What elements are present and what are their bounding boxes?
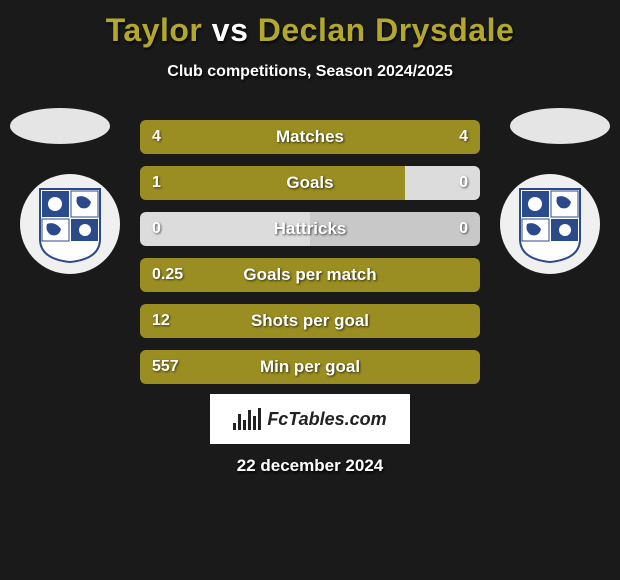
bar-row-min-per-goal: 557 Min per goal bbox=[140, 350, 480, 384]
bar-value-right: 0 bbox=[459, 174, 468, 192]
title-player-left: Taylor bbox=[106, 12, 203, 48]
bar-value-right: 4 bbox=[459, 128, 468, 146]
subtitle: Club competitions, Season 2024/2025 bbox=[0, 63, 620, 81]
logo-bars-icon bbox=[233, 408, 261, 430]
bar-row-hattricks: 0 Hattricks 0 bbox=[140, 212, 480, 246]
player-avatar-right bbox=[510, 108, 610, 144]
title-vs: vs bbox=[202, 12, 257, 48]
page-title: Taylor vs Declan Drysdale bbox=[0, 0, 620, 49]
bar-row-shots-per-goal: 12 Shots per goal bbox=[140, 304, 480, 338]
fctables-logo: FcTables.com bbox=[210, 394, 410, 444]
bar-label: Shots per goal bbox=[140, 311, 480, 331]
comparison-bars: 4 Matches 4 1 Goals 0 0 Hattricks 0 0.25… bbox=[140, 120, 480, 396]
bar-value-right: 0 bbox=[459, 220, 468, 238]
bar-row-matches: 4 Matches 4 bbox=[140, 120, 480, 154]
club-crest-left bbox=[35, 184, 105, 264]
bar-label: Matches bbox=[140, 127, 480, 147]
bar-row-goals-per-match: 0.25 Goals per match bbox=[140, 258, 480, 292]
bar-row-goals: 1 Goals 0 bbox=[140, 166, 480, 200]
logo-inner: FcTables.com bbox=[233, 408, 386, 430]
club-badge-right bbox=[500, 174, 600, 274]
bar-label: Goals per match bbox=[140, 265, 480, 285]
logo-text: FcTables.com bbox=[267, 409, 386, 430]
player-avatar-left bbox=[10, 108, 110, 144]
bar-label: Hattricks bbox=[140, 219, 480, 239]
bar-label: Min per goal bbox=[140, 357, 480, 377]
club-badge-left bbox=[20, 174, 120, 274]
date-label: 22 december 2024 bbox=[0, 456, 620, 476]
title-player-right: Declan Drysdale bbox=[258, 12, 515, 48]
bar-label: Goals bbox=[140, 173, 480, 193]
club-crest-right bbox=[515, 184, 585, 264]
